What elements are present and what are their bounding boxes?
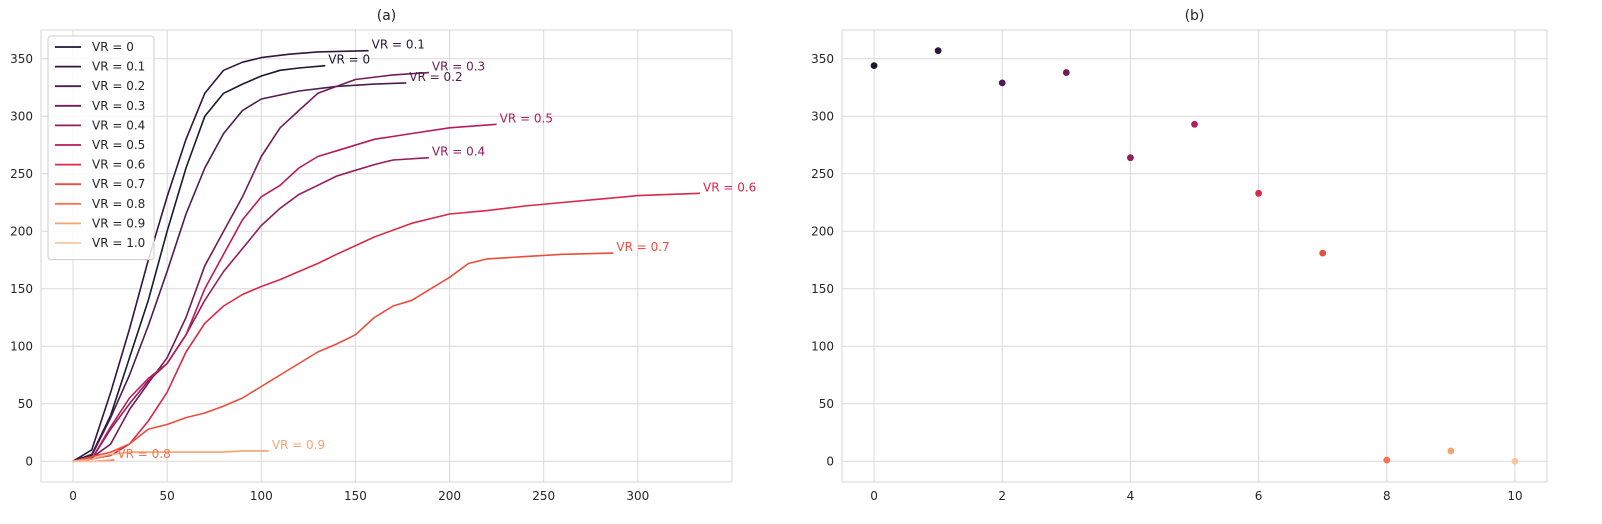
scatter-point <box>1127 154 1134 162</box>
series-end-label: VR = 0.4 <box>432 145 485 159</box>
x-tick-label: 8 <box>1383 489 1391 503</box>
panel-a-line-chart: 0 50 100 150 200 250 300050100150200250300350 … <box>10 8 756 503</box>
x-tick-label: 100 <box>250 489 273 503</box>
series-line-3 <box>72 71 429 463</box>
x-tick-label: 200 <box>438 489 461 503</box>
panel-a-gridlines <box>41 30 732 482</box>
y-tick-label: 50 <box>18 397 33 411</box>
scatter-point <box>998 79 1006 87</box>
series-line-2 <box>72 82 407 463</box>
panel-a-title: (a) <box>377 8 397 24</box>
x-tick-label: 50 <box>160 489 175 503</box>
y-tick-label: 200 <box>811 224 834 238</box>
x-tick-label: 250 <box>532 489 555 503</box>
scatter-point <box>934 47 942 55</box>
scatter-point <box>1319 249 1327 257</box>
y-tick-label: 0 <box>826 454 834 468</box>
legend-entry: VR = 0.8 <box>92 197 145 211</box>
y-tick-label: 150 <box>811 282 834 296</box>
legend-entry: VR = 0.7 <box>92 177 145 191</box>
y-tick-label: 100 <box>811 339 834 353</box>
y-tick-label: 350 <box>10 52 33 66</box>
y-tick-label: 350 <box>811 52 834 66</box>
legend-entry: VR = 0.3 <box>92 99 145 113</box>
x-tick-label: 10 <box>1507 489 1522 503</box>
panel-b-points <box>870 47 1519 465</box>
scatter-point <box>1191 120 1198 128</box>
panel-a-end-labels: VR = 0VR = 0.1 VR = 0.2VR = 0.3 VR = 0.4 VR… <box>117 38 756 461</box>
panel-a-plot-area <box>40 29 733 483</box>
panel-b-plot-area <box>841 29 1548 483</box>
y-tick-label: 100 <box>10 339 33 353</box>
series-line-6 <box>72 192 701 463</box>
series-end-label: VR = 0.1 <box>372 38 425 52</box>
series-end-label: VR = 0.5 <box>500 111 553 125</box>
scatter-point <box>1447 447 1455 455</box>
legend-entry: VR = 0.9 <box>92 216 145 230</box>
series-end-label: VR = 0.3 <box>432 60 485 74</box>
legend-entry: VR = 0.4 <box>92 118 145 132</box>
series-end-label: VR = 0.6 <box>703 180 756 194</box>
legend-entry: VR = 0.6 <box>92 158 145 172</box>
x-tick-label: 0 <box>870 489 878 503</box>
x-tick-label: 2 <box>998 489 1006 503</box>
series-end-label: VR = 0.9 <box>272 438 325 452</box>
panel-a-tick-labels: 0 50 100 150 200 250 300 0 50 100 150 200 250 300 350 <box>10 52 649 503</box>
series-line-1 <box>72 49 369 462</box>
series-end-label: VR = 0.8 <box>117 447 170 461</box>
panel-a-legend: VR = 0 VR = 0.1 VR = 0.2 VR = 0.3 VR = 0.4 VR… <box>47 35 155 261</box>
panel-a-series-lines <box>72 49 701 463</box>
y-tick-label: 150 <box>10 282 33 296</box>
y-tick-label: 300 <box>10 109 33 123</box>
y-tick-label: 0 <box>25 454 33 468</box>
series-line-4 <box>72 156 429 463</box>
scatter-point <box>1383 456 1391 464</box>
series-line-9 <box>72 450 269 463</box>
x-tick-label: 150 <box>344 489 367 503</box>
series-line-0 <box>72 64 326 463</box>
x-tick-label: 4 <box>1127 489 1135 503</box>
x-tick-label: 0 <box>69 489 77 503</box>
y-tick-label: 200 <box>10 224 33 238</box>
y-tick-label: 50 <box>819 397 834 411</box>
legend-entry: VR = 0.1 <box>92 60 145 74</box>
x-tick-label: 6 <box>1255 489 1263 503</box>
series-end-label: VR = 0.7 <box>616 240 669 254</box>
scatter-point <box>1511 457 1519 465</box>
panel-b-title: (b) <box>1185 8 1205 24</box>
y-tick-label: 300 <box>811 109 834 123</box>
scatter-point <box>870 62 878 70</box>
panel-b-gridlines <box>842 30 1547 482</box>
scatter-point <box>1255 189 1262 197</box>
scatter-point <box>1062 69 1070 76</box>
series-line-7 <box>72 252 614 463</box>
series-end-label: VR = 0.2 <box>409 70 462 84</box>
legend-entry: VR = 0.2 <box>92 79 145 93</box>
x-tick-label: 300 <box>626 489 649 503</box>
legend-entry: VR = 1.0 <box>92 236 145 250</box>
y-tick-label: 250 <box>811 167 834 181</box>
series-end-label: VR = 0 <box>328 53 370 67</box>
legend-entry: VR = 0.5 <box>92 138 145 152</box>
y-tick-label: 250 <box>10 167 33 181</box>
legend-entry: VR = 0 <box>92 40 134 54</box>
series-line-5 <box>72 123 497 463</box>
